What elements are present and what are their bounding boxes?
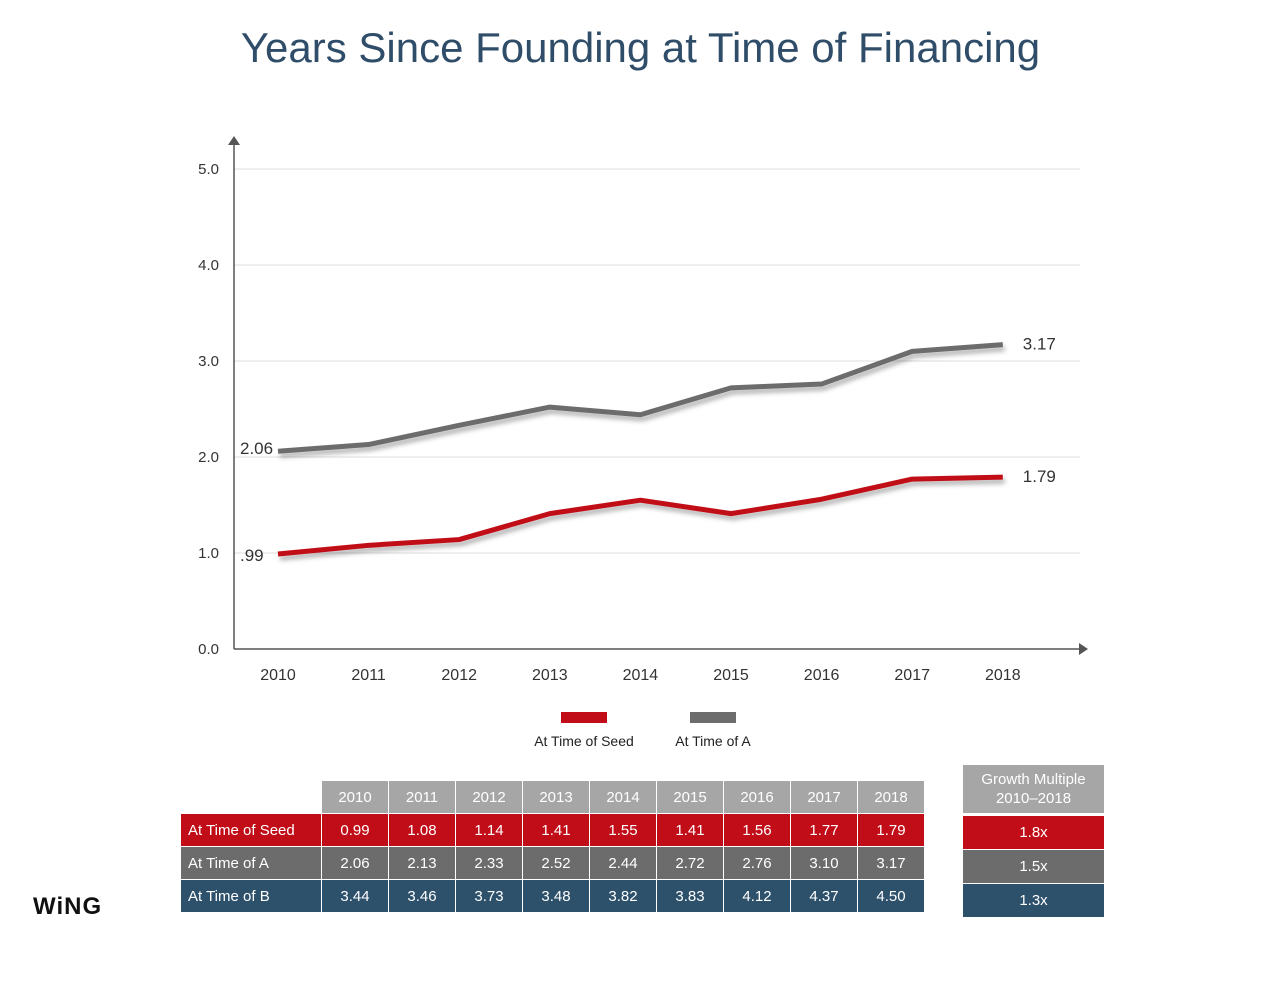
table-cell: 2.06: [321, 846, 389, 880]
y-axis-arrow-icon: [228, 136, 240, 145]
line-chart: 0.0 1.0 2.0 3.0 4.0 5.0 2010 2011 2012 2013 2014 20…: [198, 136, 1088, 684]
y-tick-label: 2.0: [198, 449, 219, 466]
table-cell: 1.55: [589, 813, 657, 847]
series-line-0: [277, 474, 1003, 557]
table-cell: 4.12: [723, 879, 791, 913]
table-cell: 1.41: [522, 813, 590, 847]
table-year-header: 2014: [589, 780, 657, 814]
page-title: Years Since Founding at Time of Financin…: [240, 24, 1041, 71]
x-tick-label: 2012: [441, 667, 477, 684]
table-year-header: 2015: [656, 780, 724, 814]
table-year-header: 2010: [321, 780, 389, 814]
table-cell: 4.37: [790, 879, 858, 913]
table-corner: [180, 780, 322, 814]
y-tick-label: 0.0: [198, 641, 219, 658]
table-cell: 2.33: [455, 846, 523, 880]
table-header-row: 2010 2011 2012 2013 2014 2015 2016 2017 …: [180, 780, 925, 814]
legend-label-a: At Time of A: [675, 733, 751, 749]
table-cell: 3.82: [589, 879, 657, 913]
table-cell: 2.76: [723, 846, 791, 880]
x-tick-label: 2013: [532, 667, 568, 684]
table-row-label: At Time of Seed: [180, 813, 322, 847]
chart-legend: At Time of Seed At Time of A: [0, 712, 1281, 752]
end-data-label: 3.17: [1023, 335, 1056, 354]
growth-value-seed: 1.8x: [963, 816, 1104, 849]
growth-multiple-panel: Growth Multiple 2010–2018 1.8x 1.5x 1.3x: [963, 765, 1104, 917]
table-row-label: At Time of B: [180, 879, 322, 913]
table-cell: 1.77: [790, 813, 858, 847]
legend-item-a: At Time of A: [666, 712, 760, 749]
table-row-label: At Time of A: [180, 846, 322, 880]
table-cell: 1.79: [857, 813, 925, 847]
y-tick-label: 1.0: [198, 545, 219, 562]
table-cell: 2.13: [388, 846, 456, 880]
table-year-header: 2016: [723, 780, 791, 814]
growth-value-b: 1.3x: [963, 884, 1104, 917]
table-cell: 3.83: [656, 879, 724, 913]
start-data-label: .99: [240, 546, 264, 565]
x-tick-label: 2011: [351, 667, 386, 684]
table-year-header: 2017: [790, 780, 858, 814]
growth-header: Growth Multiple 2010–2018: [963, 765, 1104, 813]
end-data-label: 1.79: [1023, 467, 1056, 486]
start-data-label: 2.06: [240, 439, 273, 458]
legend-label-seed: At Time of Seed: [534, 733, 634, 749]
x-tick-label: 2018: [985, 667, 1021, 684]
table-cell: 4.50: [857, 879, 925, 913]
table-cell: 1.08: [388, 813, 456, 847]
table-cell: 3.73: [455, 879, 523, 913]
x-tick-label: 2010: [260, 667, 296, 684]
table-row-seed: At Time of Seed 0.99 1.08 1.14 1.41 1.55…: [180, 813, 925, 847]
legend-swatch-a: [690, 712, 736, 723]
table-cell: 1.56: [723, 813, 791, 847]
x-tick-label: 2017: [894, 667, 930, 684]
y-tick-label: 3.0: [198, 353, 219, 370]
table-year-header: 2013: [522, 780, 590, 814]
table-year-header: 2018: [857, 780, 925, 814]
table-cell: 1.14: [455, 813, 523, 847]
table-cell: 2.72: [656, 846, 724, 880]
table-cell: 3.46: [388, 879, 456, 913]
data-table: 2010 2011 2012 2013 2014 2015 2016 2017 …: [180, 780, 925, 913]
table-cell: 1.41: [656, 813, 724, 847]
x-axis-arrow-icon: [1079, 643, 1088, 655]
table-cell: 2.52: [522, 846, 590, 880]
table-cell: 3.17: [857, 846, 925, 880]
wing-logo: WiNG: [33, 893, 103, 920]
table-row-b: At Time of B 3.44 3.46 3.73 3.48 3.82 3.…: [180, 879, 925, 913]
growth-value-a: 1.5x: [963, 850, 1104, 883]
x-tick-label: 2015: [713, 667, 749, 684]
table-cell: 3.44: [321, 879, 389, 913]
x-tick-label: 2014: [623, 667, 659, 684]
growth-header-line1: Growth Multiple: [981, 771, 1086, 788]
table-cell: 0.99: [321, 813, 389, 847]
legend-item-seed: At Time of Seed: [530, 712, 638, 749]
table-year-header: 2012: [455, 780, 523, 814]
growth-header-line2: 2010–2018: [995, 790, 1072, 807]
y-tick-label: 5.0: [198, 161, 219, 178]
table-cell: 3.10: [790, 846, 858, 880]
table-cell: 2.44: [589, 846, 657, 880]
table-year-header: 2011: [388, 780, 456, 814]
x-tick-label: 2016: [804, 667, 840, 684]
table-row-a: At Time of A 2.06 2.13 2.33 2.52 2.44 2.…: [180, 846, 925, 880]
table-cell: 3.48: [522, 879, 590, 913]
legend-swatch-seed: [561, 712, 607, 723]
y-tick-label: 4.0: [198, 257, 219, 274]
